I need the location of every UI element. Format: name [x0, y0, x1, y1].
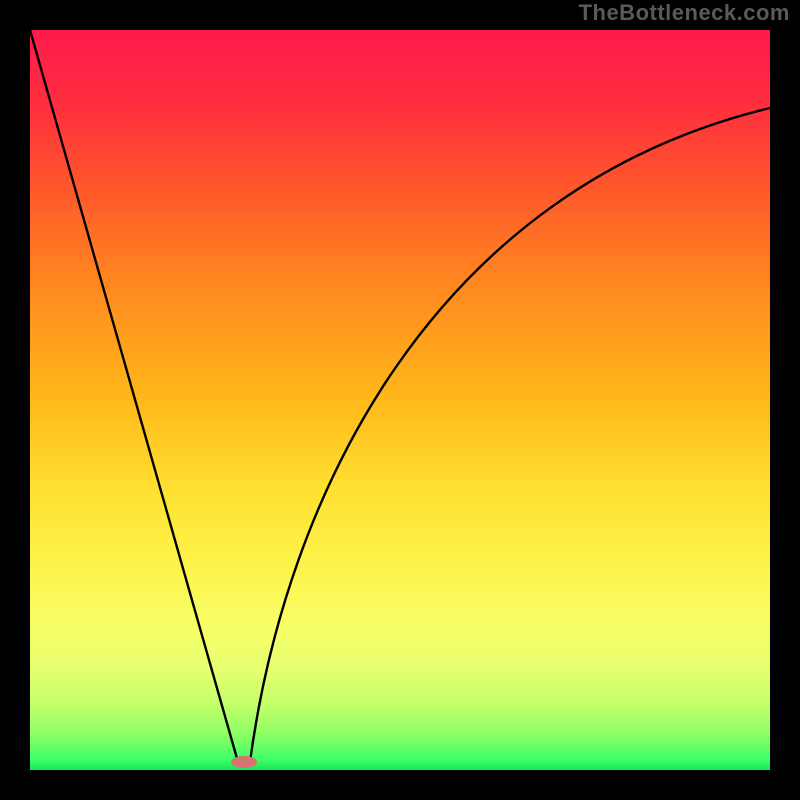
chart-frame: TheBottleneck.com: [0, 0, 800, 800]
watermark-text: TheBottleneck.com: [579, 0, 790, 26]
target-marker: [231, 756, 257, 768]
bottleneck-chart: [0, 0, 800, 800]
plot-background: [30, 30, 770, 770]
